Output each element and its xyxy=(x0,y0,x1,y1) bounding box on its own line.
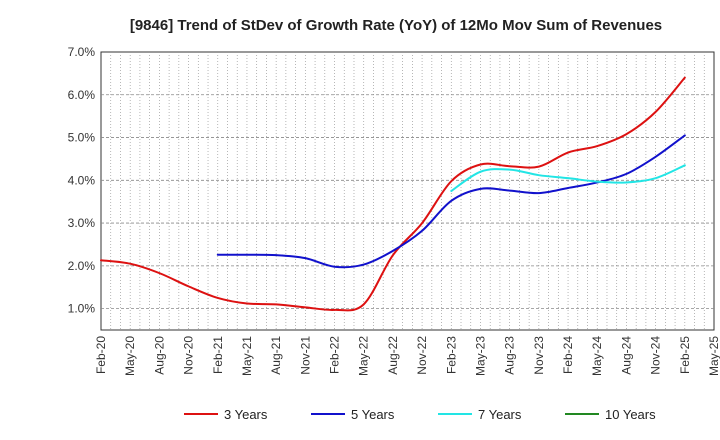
legend-label: 3 Years xyxy=(224,407,268,422)
x-tick-label: May-23 xyxy=(473,336,487,376)
x-tick-label: Nov-21 xyxy=(298,336,312,375)
series-lines xyxy=(100,76,686,312)
x-axis: Feb-20 May-20 Aug-20 Nov-20 Feb-21 May-21 Aug-… xyxy=(94,336,720,376)
y-tick-label: 1.0% xyxy=(68,302,96,316)
x-tick-label: Feb-22 xyxy=(328,336,342,374)
series-line-7-years xyxy=(450,164,686,192)
x-tick-label: Aug-24 xyxy=(619,336,633,375)
y-tick-label: 4.0% xyxy=(68,173,96,187)
x-tick-label: Aug-23 xyxy=(503,336,517,375)
y-tick-label: 2.0% xyxy=(68,259,96,273)
grid-lines xyxy=(101,52,714,330)
x-tick-label: Feb-21 xyxy=(211,336,225,374)
x-tick-label: Feb-24 xyxy=(561,336,575,374)
x-tick-label: Aug-20 xyxy=(152,336,166,375)
series-line-5-years xyxy=(216,134,686,269)
x-tick-label: May-21 xyxy=(240,336,254,376)
x-tick-label: Nov-20 xyxy=(182,336,196,375)
legend-label: 5 Years xyxy=(351,407,395,422)
y-tick-label: 6.0% xyxy=(68,88,96,102)
x-tick-label: Aug-22 xyxy=(386,336,400,375)
x-tick-label: May-24 xyxy=(590,336,604,376)
legend-label: 7 Years xyxy=(478,407,522,422)
x-tick-label: Feb-23 xyxy=(444,336,458,374)
x-tick-label: Feb-25 xyxy=(678,336,692,374)
x-tick-label: May-25 xyxy=(707,336,720,376)
y-tick-label: 3.0% xyxy=(68,216,96,230)
y-tick-label: 5.0% xyxy=(68,131,96,145)
x-tick-label: Feb-20 xyxy=(94,336,108,374)
plot-area xyxy=(100,51,715,331)
y-tick-label: 7.0% xyxy=(68,45,96,59)
x-tick-label: May-22 xyxy=(357,336,371,376)
series-line-3-years xyxy=(100,76,686,312)
legend-label: 10 Years xyxy=(605,407,656,422)
x-tick-label: Nov-24 xyxy=(649,336,663,375)
x-tick-label: May-20 xyxy=(123,336,137,376)
x-tick-label: Aug-21 xyxy=(269,336,283,375)
x-tick-label: Nov-22 xyxy=(415,336,429,375)
y-axis: 1.0% 2.0% 3.0% 4.0% 5.0% 6.0% 7.0% xyxy=(68,45,96,316)
chart-title: [9846] Trend of StDev of Growth Rate (Yo… xyxy=(130,17,662,34)
x-tick-label: Nov-23 xyxy=(532,336,546,375)
legend: 3 Years 5 Years 7 Years 10 Years xyxy=(184,407,656,422)
